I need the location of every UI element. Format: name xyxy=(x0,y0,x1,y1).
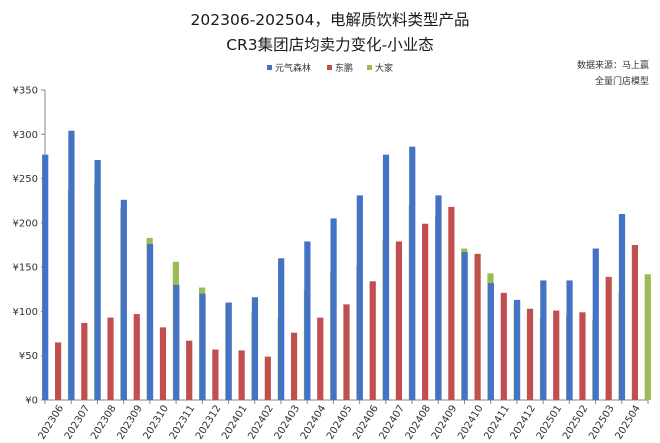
legend-swatch xyxy=(267,65,272,70)
bar xyxy=(369,281,376,400)
legend-label: 东鹏 xyxy=(335,62,353,74)
bar xyxy=(605,276,612,400)
bar xyxy=(146,244,154,400)
bar xyxy=(55,342,62,400)
bar xyxy=(304,241,311,400)
bar xyxy=(225,302,232,400)
bar xyxy=(356,195,363,400)
y-tick-label: ¥200 xyxy=(13,218,38,229)
bar xyxy=(107,317,114,400)
bar xyxy=(579,312,586,400)
bar xyxy=(540,280,547,400)
bar xyxy=(159,327,167,400)
chart-title: 202306-202504，电解质饮料类型产品 xyxy=(191,11,470,29)
bar xyxy=(514,299,521,400)
bar xyxy=(42,154,49,400)
y-tick-label: ¥350 xyxy=(13,86,38,97)
legend-label: 元气森林 xyxy=(275,62,311,74)
bar xyxy=(278,258,285,400)
bar xyxy=(251,297,259,400)
bar xyxy=(94,159,101,400)
bar xyxy=(566,280,573,400)
model-note: 全量门店模型 xyxy=(595,75,649,87)
y-tick-label: ¥150 xyxy=(13,263,38,274)
bar xyxy=(422,223,429,400)
legend-label: 大家 xyxy=(375,62,393,74)
bar xyxy=(644,274,651,400)
bar xyxy=(186,340,193,400)
bar xyxy=(68,130,75,401)
bar xyxy=(618,214,626,400)
bar xyxy=(409,146,416,400)
bar xyxy=(631,245,638,400)
y-tick-label: ¥50 xyxy=(19,351,38,362)
bar xyxy=(461,252,468,400)
source-note: 数据来源：马上赢 xyxy=(577,59,649,71)
bar xyxy=(238,350,245,400)
chart-subtitle: CR3集团店均卖力变化-小业态 xyxy=(226,36,434,54)
bar xyxy=(553,310,560,400)
bars xyxy=(42,130,651,401)
y-tick-label: ¥100 xyxy=(13,307,38,318)
bar xyxy=(435,195,442,400)
bar xyxy=(448,206,455,400)
bar xyxy=(212,349,219,400)
bar xyxy=(290,332,298,400)
bar xyxy=(500,292,507,400)
bar xyxy=(526,308,534,400)
x-tick-label: 202504 xyxy=(613,403,643,441)
bar xyxy=(592,248,599,400)
bar xyxy=(81,322,88,400)
bar xyxy=(264,356,271,400)
legend-swatch xyxy=(327,65,332,70)
bar xyxy=(133,314,140,400)
y-tick-label: ¥300 xyxy=(13,130,38,141)
y-tick-label: ¥250 xyxy=(13,174,38,185)
bar xyxy=(395,241,403,400)
y-tick-label: ¥0 xyxy=(25,396,38,407)
bar xyxy=(317,317,324,400)
legend: 元气森林 东鹏 大家 xyxy=(267,62,393,74)
legend-swatch xyxy=(367,65,372,70)
bar xyxy=(120,199,127,400)
bar xyxy=(343,304,350,400)
bar xyxy=(173,284,180,400)
bar xyxy=(487,283,494,400)
bar xyxy=(382,154,390,400)
bar xyxy=(474,253,481,400)
bar xyxy=(199,293,206,400)
bar xyxy=(330,218,337,400)
